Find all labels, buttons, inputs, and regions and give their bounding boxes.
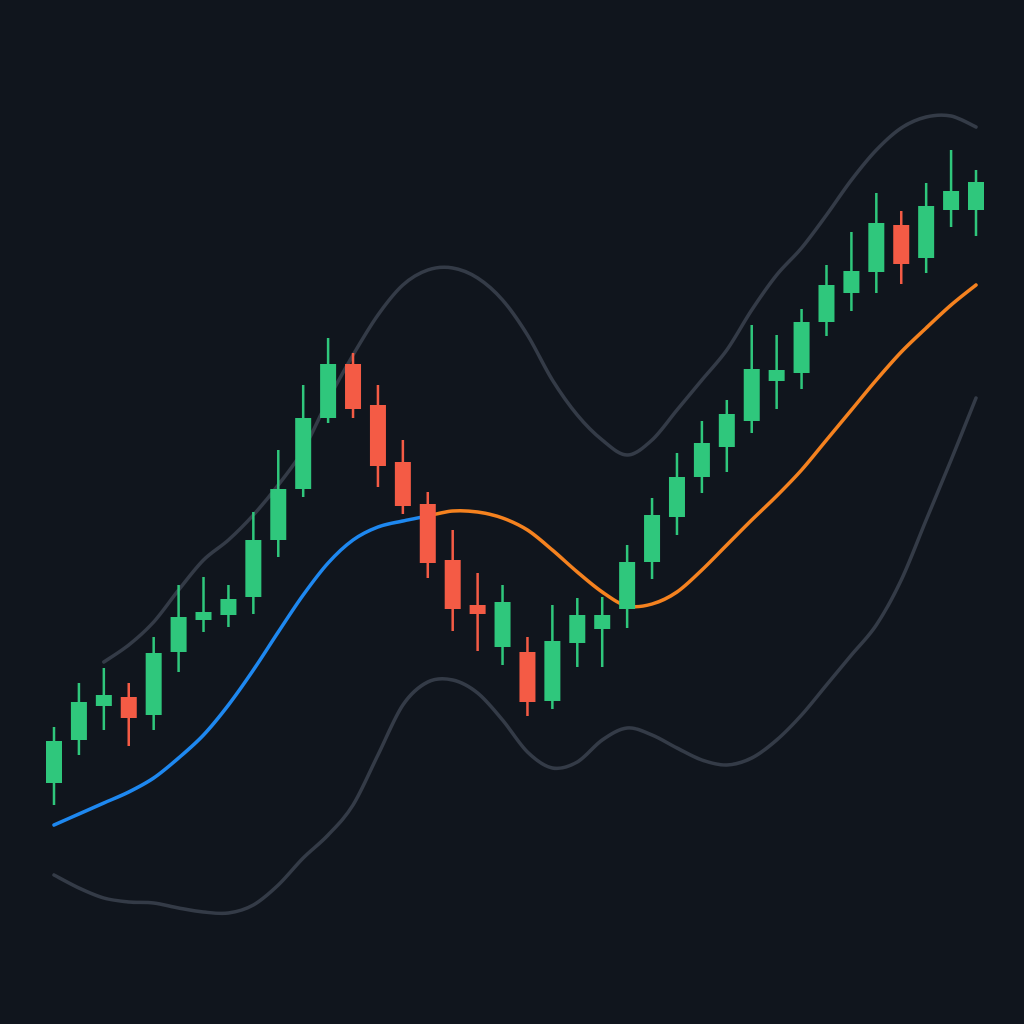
candle-body xyxy=(145,653,162,715)
candle-body xyxy=(469,605,486,614)
candle-body xyxy=(644,515,661,562)
candle-body xyxy=(494,602,511,647)
candle-body xyxy=(818,285,835,322)
candle-body xyxy=(843,271,860,293)
candle-body xyxy=(46,741,62,783)
candle-body xyxy=(369,405,386,466)
line xyxy=(52,396,978,916)
candle-body xyxy=(394,462,411,506)
candle-body xyxy=(693,443,710,477)
candle-body xyxy=(95,695,112,706)
candle-body xyxy=(170,617,187,652)
candle-body xyxy=(220,599,237,615)
candle-body xyxy=(594,615,611,629)
candle-body xyxy=(893,225,910,264)
candle-body xyxy=(743,369,760,421)
candle-body xyxy=(868,223,885,272)
candle-body xyxy=(544,641,561,701)
line xyxy=(52,514,430,827)
candle-body xyxy=(320,364,337,418)
candle-body xyxy=(245,540,262,597)
candle-body xyxy=(918,206,935,258)
candle-body xyxy=(619,562,636,609)
candle-body xyxy=(70,702,87,740)
candle-body xyxy=(345,364,362,409)
candle-body xyxy=(120,697,137,718)
candle-body xyxy=(444,560,461,609)
candle-body xyxy=(295,418,312,489)
line xyxy=(102,113,978,664)
candle-body xyxy=(569,615,586,643)
candle-body xyxy=(943,191,960,210)
candle-body xyxy=(195,612,212,620)
candle-body xyxy=(768,370,785,381)
candle-body xyxy=(718,414,735,447)
candle-body xyxy=(519,652,536,702)
candle-body xyxy=(793,322,810,373)
candle-body xyxy=(419,504,436,563)
candle-body xyxy=(968,182,984,210)
line xyxy=(426,283,978,609)
candle-body xyxy=(668,477,685,517)
candle-body xyxy=(270,489,287,540)
